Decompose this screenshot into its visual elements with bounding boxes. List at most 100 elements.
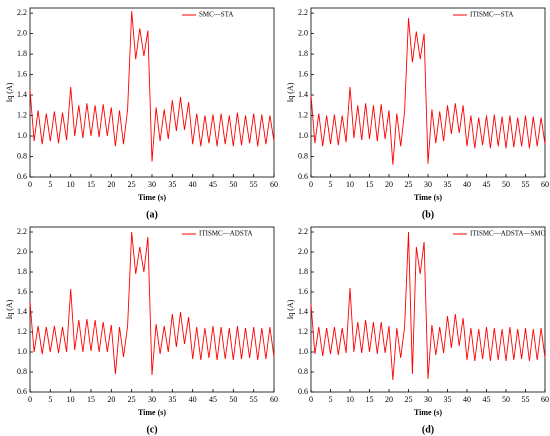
legend-label: ITISMC—ADSTA—SMO bbox=[470, 230, 546, 238]
panel: 0.6 0.8 1.0 1.2 1.4 1.6 1.8 2.0 2.2 0 5 10 15 20 25 30 3… bbox=[286, 7, 549, 220]
y-axis-label: Iq (A) bbox=[5, 82, 14, 102]
panel-label: (c) bbox=[146, 424, 157, 435]
y-tick-label: 1.8 bbox=[298, 267, 308, 276]
y-tick-label: 1.8 bbox=[17, 49, 27, 58]
y-tick-label: 0.6 bbox=[17, 172, 27, 181]
x-tick-label: 5 bbox=[48, 395, 52, 404]
x-tick-label: 45 bbox=[483, 395, 491, 404]
x-tick-label: 60 bbox=[270, 180, 278, 189]
y-tick-label: 1.4 bbox=[17, 307, 27, 316]
y-tick-label: 0.8 bbox=[17, 367, 27, 376]
x-tick-label: 15 bbox=[366, 395, 374, 404]
y-tick-label: 1.8 bbox=[17, 267, 27, 276]
x-tick-label: 15 bbox=[366, 180, 374, 189]
x-tick-label: 55 bbox=[250, 180, 258, 189]
x-tick-label: 15 bbox=[87, 395, 95, 404]
y-tick-label: 0.8 bbox=[17, 151, 27, 160]
x-tick-label: 30 bbox=[424, 395, 432, 404]
x-tick-label: 50 bbox=[502, 180, 510, 189]
x-axis-label: Time (s) bbox=[414, 193, 442, 202]
y-tick-label: 1.0 bbox=[17, 131, 27, 140]
x-tick-label: 45 bbox=[483, 180, 491, 189]
y-tick-label: 2.0 bbox=[298, 247, 308, 256]
x-tick-label: 10 bbox=[67, 395, 75, 404]
x-tick-label: 35 bbox=[444, 395, 452, 404]
x-tick-label: 25 bbox=[128, 180, 136, 189]
signal-line bbox=[310, 18, 546, 165]
legend-label: ITISMC—ADSTA bbox=[199, 230, 253, 238]
y-tick-label: 0.6 bbox=[298, 172, 308, 181]
x-tick-label: 60 bbox=[270, 395, 278, 404]
x-tick-label: 40 bbox=[189, 180, 197, 189]
x-tick-label: 25 bbox=[405, 395, 413, 404]
panel: 0.6 0.8 1.0 1.2 1.4 1.6 1.8 2.0 2.2 0 5 10 15 20 25 30 3… bbox=[5, 7, 278, 220]
x-tick-label: 45 bbox=[209, 395, 217, 404]
y-tick-label: 1.4 bbox=[298, 90, 308, 99]
x-tick-label: 55 bbox=[250, 395, 258, 404]
x-tick-label: 5 bbox=[329, 180, 333, 189]
panel: 0.6 0.8 1.0 1.2 1.4 1.6 1.8 2.0 2.2 0 5 10 15 20 25 30 3… bbox=[286, 226, 549, 435]
x-tick-label: 60 bbox=[541, 395, 549, 404]
x-tick-label: 25 bbox=[405, 180, 413, 189]
x-tick-label: 60 bbox=[541, 180, 549, 189]
y-tick-label: 1.2 bbox=[298, 110, 308, 119]
y-tick-label: 2.2 bbox=[298, 227, 308, 236]
x-tick-label: 10 bbox=[67, 180, 75, 189]
y-tick-label: 0.6 bbox=[298, 387, 308, 396]
x-axis-label: Time (s) bbox=[138, 193, 166, 202]
y-tick-label: 1.2 bbox=[17, 110, 27, 119]
y-tick-label: 2.0 bbox=[17, 247, 27, 256]
panel-label: (a) bbox=[146, 209, 158, 220]
x-tick-label: 10 bbox=[346, 395, 354, 404]
x-tick-label: 50 bbox=[502, 395, 510, 404]
y-tick-label: 1.0 bbox=[17, 347, 27, 356]
y-tick-label: 1.6 bbox=[17, 69, 27, 78]
y-tick-label: 0.8 bbox=[298, 151, 308, 160]
x-tick-label: 30 bbox=[148, 180, 156, 189]
y-tick-label: 1.0 bbox=[298, 347, 308, 356]
x-tick-label: 35 bbox=[168, 180, 176, 189]
panel-label: (b) bbox=[422, 209, 434, 220]
x-tick-label: 20 bbox=[107, 395, 115, 404]
signal-line bbox=[310, 231, 546, 381]
x-tick-label: 30 bbox=[424, 180, 432, 189]
y-tick-label: 0.8 bbox=[298, 367, 308, 376]
y-tick-label: 2.0 bbox=[298, 28, 308, 37]
x-tick-label: 40 bbox=[189, 395, 197, 404]
panel-label: (d) bbox=[422, 424, 434, 435]
x-tick-label: 0 bbox=[28, 180, 32, 189]
x-tick-label: 0 bbox=[309, 180, 313, 189]
x-tick-label: 0 bbox=[309, 395, 313, 404]
y-axis-label: Iq (A) bbox=[286, 299, 295, 319]
x-axis-label: Time (s) bbox=[414, 408, 442, 417]
y-tick-label: 1.2 bbox=[298, 327, 308, 336]
y-tick-label: 1.6 bbox=[298, 287, 308, 296]
signal-line bbox=[29, 231, 275, 376]
y-tick-label: 2.0 bbox=[17, 28, 27, 37]
x-tick-label: 15 bbox=[87, 180, 95, 189]
y-tick-label: 1.2 bbox=[17, 327, 27, 336]
x-tick-label: 0 bbox=[28, 395, 32, 404]
x-tick-label: 30 bbox=[148, 395, 156, 404]
x-axis-label: Time (s) bbox=[138, 408, 166, 417]
y-tick-label: 1.6 bbox=[298, 69, 308, 78]
x-tick-label: 25 bbox=[128, 395, 136, 404]
x-tick-label: 40 bbox=[463, 180, 471, 189]
x-tick-label: 20 bbox=[107, 180, 115, 189]
legend-label: ITISMC—STA bbox=[470, 11, 513, 19]
y-tick-label: 1.4 bbox=[17, 90, 27, 99]
x-tick-label: 20 bbox=[385, 180, 393, 189]
legend-label: SMC—STA bbox=[199, 11, 233, 19]
x-tick-label: 45 bbox=[209, 180, 217, 189]
y-tick-label: 2.2 bbox=[298, 8, 308, 17]
y-tick-label: 2.2 bbox=[17, 227, 27, 236]
y-tick-label: 1.8 bbox=[298, 49, 308, 58]
y-tick-label: 2.2 bbox=[17, 8, 27, 17]
y-axis-label: Iq (A) bbox=[5, 299, 14, 319]
x-tick-label: 5 bbox=[329, 395, 333, 404]
x-tick-label: 40 bbox=[463, 395, 471, 404]
x-tick-label: 55 bbox=[522, 180, 530, 189]
x-tick-label: 10 bbox=[346, 180, 354, 189]
y-tick-label: 1.6 bbox=[17, 287, 27, 296]
